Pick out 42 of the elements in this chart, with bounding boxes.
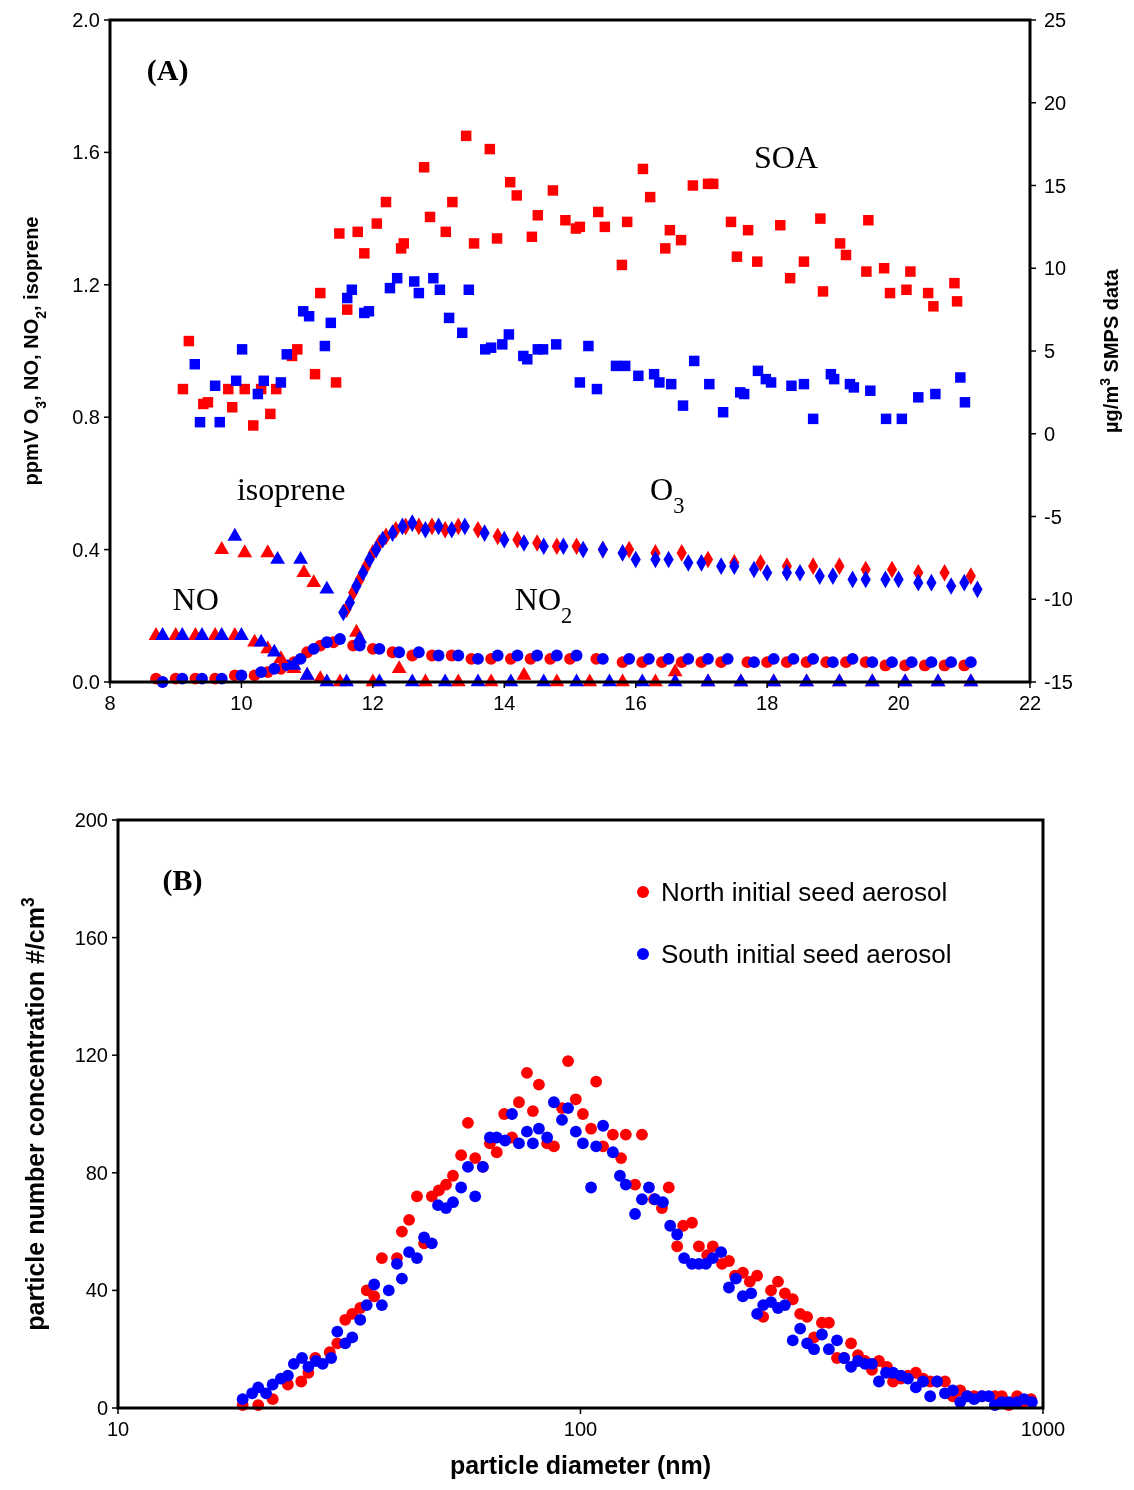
annotation: (A) (146, 52, 189, 87)
annotation: (B) (162, 862, 203, 897)
annotation: NO (172, 580, 219, 617)
x-tick-label: 20 (887, 692, 910, 714)
y2-tick-label: -15 (1044, 671, 1073, 693)
y-tick-label: 160 (74, 926, 108, 949)
x-tick-label: 8 (104, 692, 116, 714)
annotation: O$_{3}$ (650, 470, 685, 518)
y-tick-label: 80 (85, 1161, 108, 1184)
y-tick-label: 0.8 (72, 406, 100, 429)
y-tick-label: 40 (85, 1279, 108, 1302)
x-tick-label: 16 (624, 692, 647, 714)
x-tick-label: 12 (361, 692, 384, 714)
legend-label: North initial seed aerosol (661, 877, 948, 907)
y2-tick-label: 5 (1044, 340, 1056, 362)
y-tick-label: 1.6 (72, 141, 100, 164)
annotation: SOA (754, 139, 819, 176)
y-tick-label: 1.2 (72, 273, 100, 296)
y2-tick-label: 25 (1044, 9, 1067, 31)
y2-tick-label: 0 (1044, 422, 1056, 445)
y2-tick-label: 15 (1044, 174, 1067, 197)
y-tick-label: 2.0 (72, 9, 100, 31)
x-tick-label: 18 (756, 692, 779, 714)
y-tick-label: 200 (74, 809, 108, 831)
x-tick-label: 100 (563, 1418, 598, 1440)
x-axis-title: particle diameter (nm) (449, 1451, 712, 1479)
annotation: NO$_{2}$ (514, 580, 573, 628)
x-tick-label: 10 (230, 692, 253, 714)
x-tick-label: 10 (106, 1418, 130, 1440)
y-tick-label: 0.4 (72, 538, 100, 561)
y-tick-label: 120 (74, 1044, 108, 1067)
x-tick-label: 14 (493, 692, 516, 714)
y2-tick-label: 10 (1044, 257, 1067, 280)
x-tick-label: 1000 (1020, 1418, 1066, 1440)
y2-tick-label: -10 (1044, 588, 1073, 611)
x-tick-label: 22 (1018, 692, 1042, 714)
y2-tick-label: -5 (1044, 505, 1062, 528)
y-tick-label: 0.0 (72, 671, 100, 693)
legend-label: South initial seed aerosol (661, 939, 952, 969)
annotation: isoprene (236, 470, 346, 507)
y-tick-label: 0 (96, 1397, 108, 1419)
y2-tick-label: 20 (1044, 91, 1067, 114)
